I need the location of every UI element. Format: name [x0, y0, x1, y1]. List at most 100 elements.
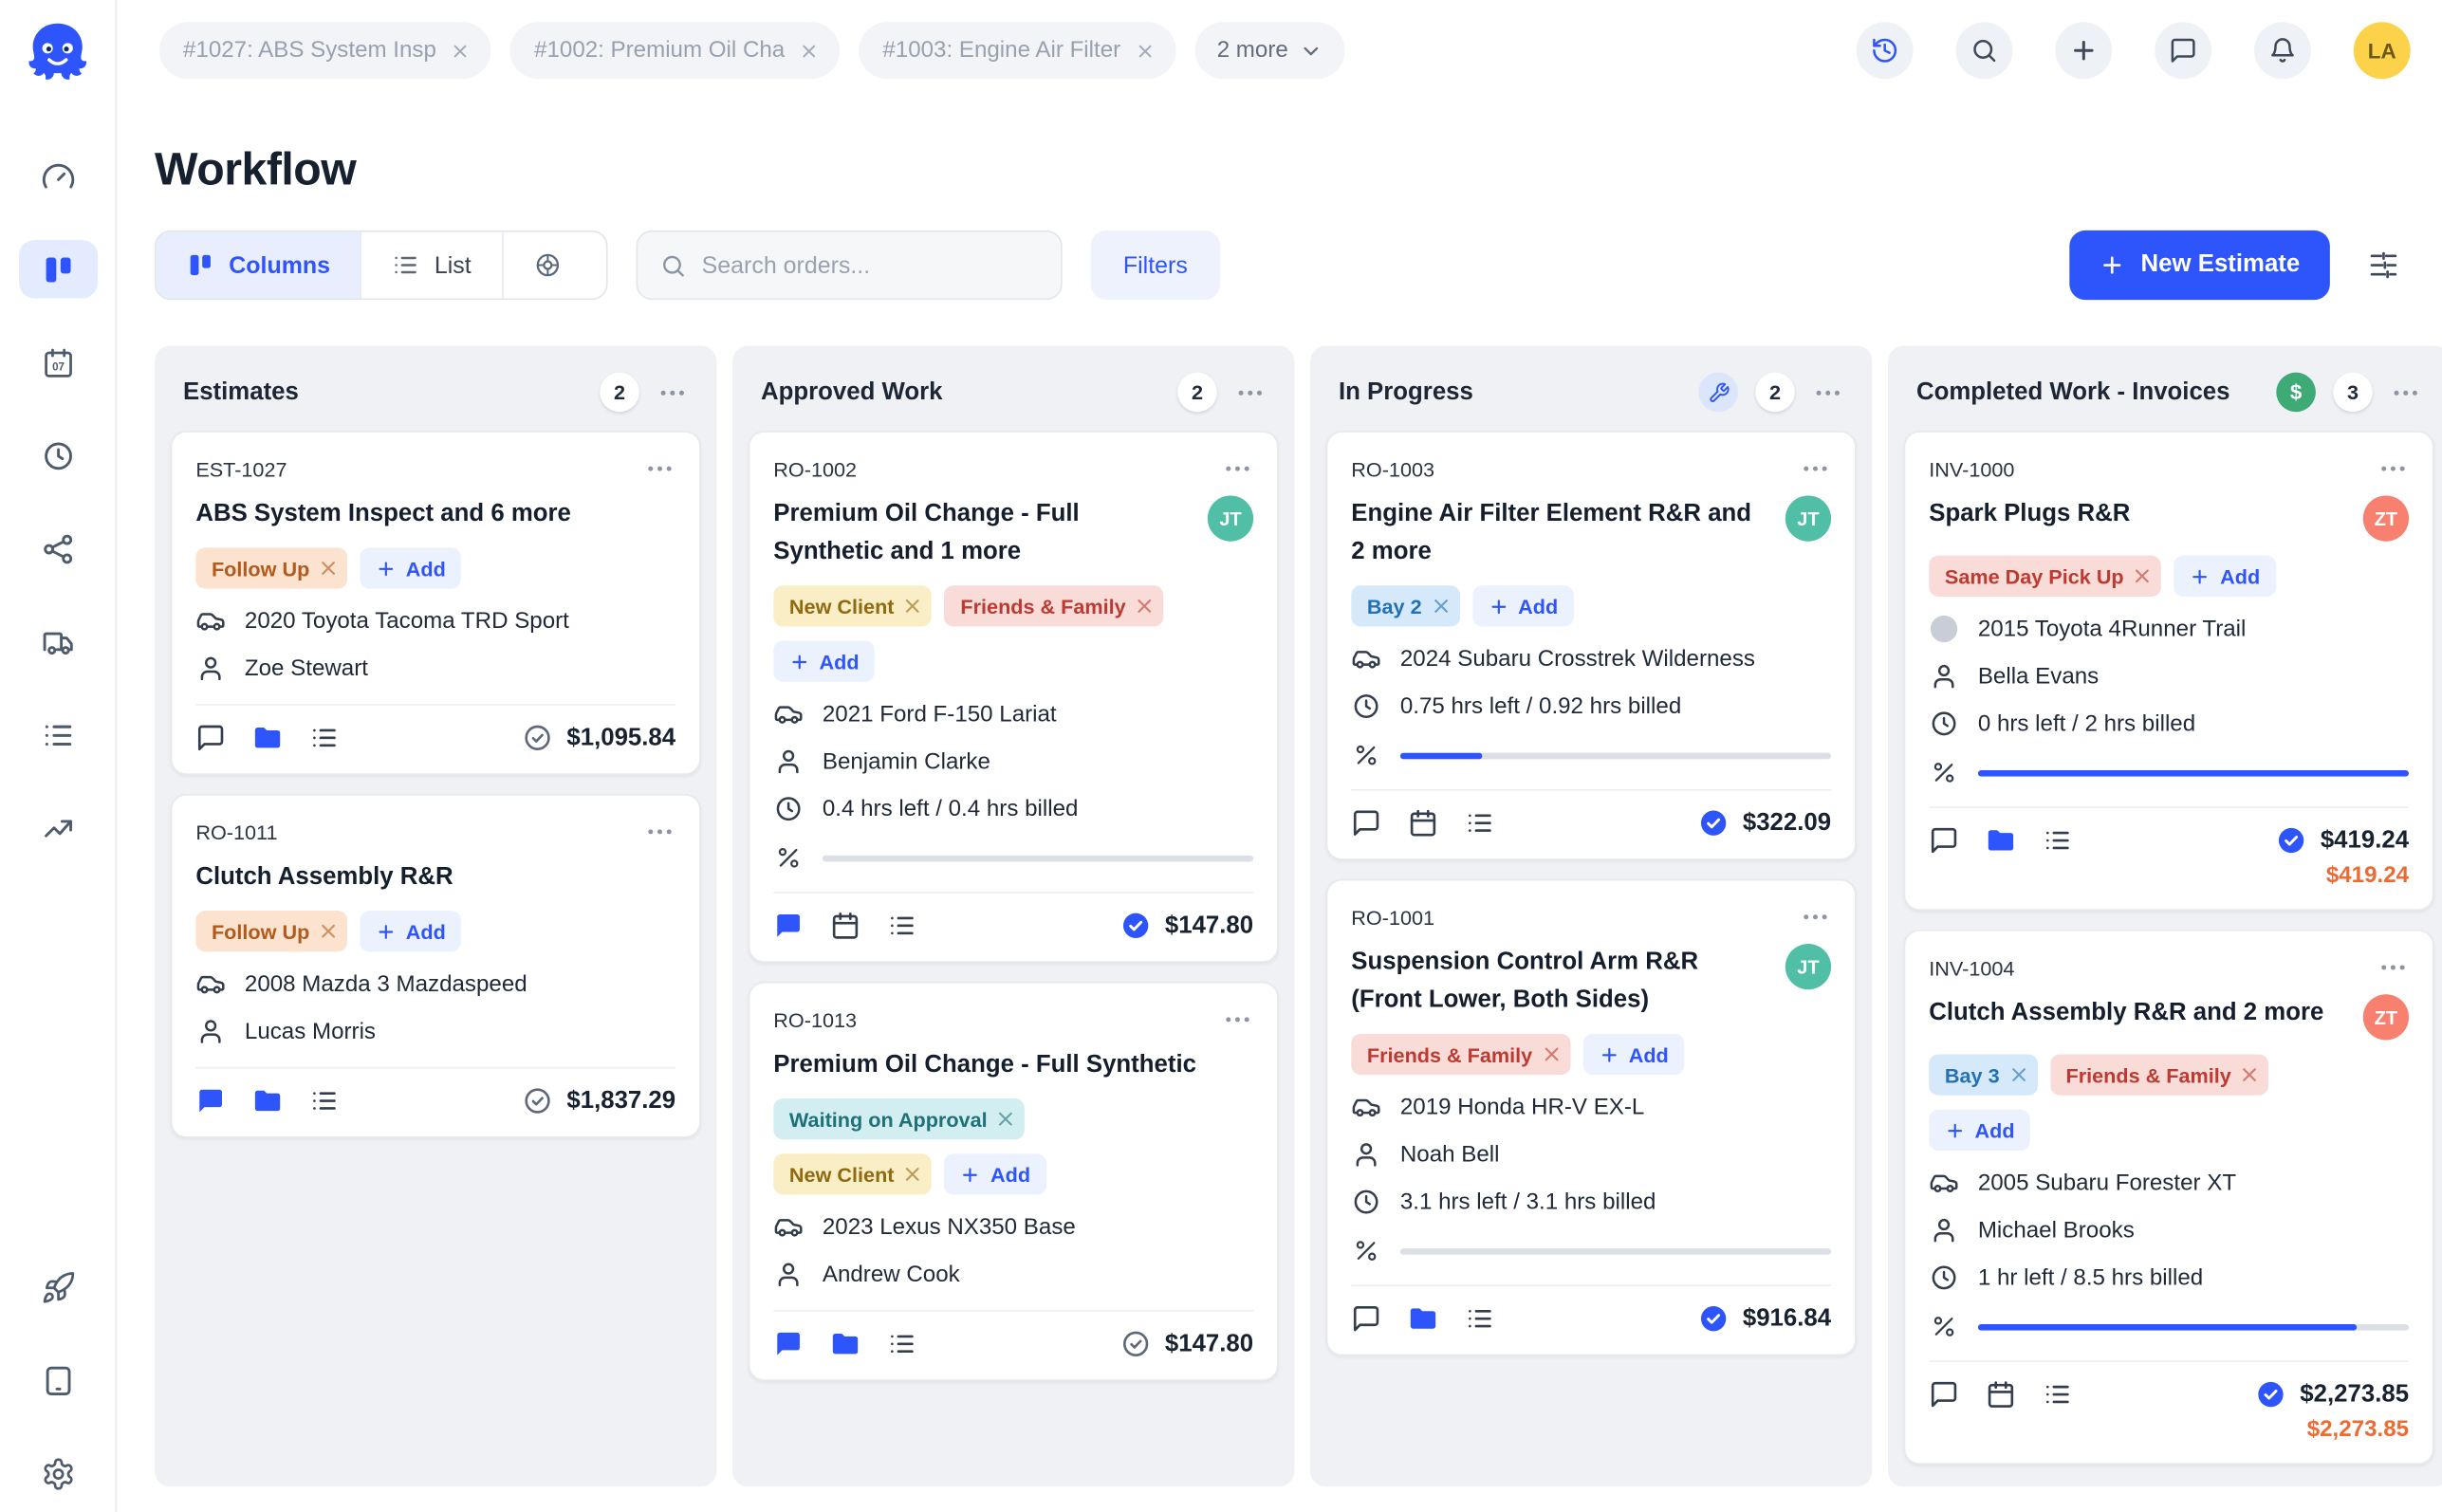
close-icon[interactable]: [799, 40, 820, 61]
tag-follow-up[interactable]: Follow Up: [195, 911, 348, 952]
assignee-avatar[interactable]: ZT: [2362, 495, 2410, 542]
tag-friends-family[interactable]: Friends & Family: [944, 585, 1164, 627]
add-tag-button[interactable]: Add: [773, 640, 876, 682]
sidebar-item-connections[interactable]: [18, 519, 97, 578]
folder-icon[interactable]: [1408, 1303, 1438, 1334]
checklist-icon[interactable]: [1465, 808, 1495, 839]
message-icon[interactable]: [1351, 1303, 1381, 1334]
tag-bay-3[interactable]: Bay 3: [1929, 1054, 2038, 1096]
close-icon[interactable]: [2132, 565, 2154, 587]
add-tag-button[interactable]: Add: [1471, 585, 1574, 627]
message-icon[interactable]: [773, 1329, 804, 1359]
history-button[interactable]: [1856, 22, 1914, 80]
check-circle-icon[interactable]: [1120, 911, 1151, 941]
order-card[interactable]: RO-1001 Suspension Control Arm R&R (Fron…: [1325, 878, 1857, 1356]
order-card[interactable]: INV-1000 Spark Plugs R&R ZT Same Day Pic…: [1903, 431, 2434, 912]
sidebar-item-calendar[interactable]: 07: [18, 333, 97, 392]
checklist-icon[interactable]: [1465, 1303, 1495, 1334]
message-icon[interactable]: [1929, 825, 1959, 856]
global-search-button[interactable]: [1955, 22, 2013, 80]
assignee-avatar[interactable]: JT: [1207, 495, 1254, 542]
check-circle-icon[interactable]: [2256, 1379, 2286, 1410]
card-menu-button[interactable]: [1222, 453, 1253, 485]
notifications-button[interactable]: [2254, 22, 2311, 80]
tag-friends-family[interactable]: Friends & Family: [1351, 1033, 1571, 1076]
close-icon[interactable]: [902, 1163, 924, 1185]
check-circle-icon[interactable]: [1120, 1329, 1151, 1359]
new-estimate-button[interactable]: New Estimate: [2069, 230, 2330, 301]
close-icon[interactable]: [1135, 40, 1156, 61]
column-menu-button[interactable]: [657, 377, 688, 408]
checklist-icon[interactable]: [2043, 1379, 2073, 1410]
messages-button[interactable]: [2155, 22, 2212, 80]
close-icon[interactable]: [2007, 1063, 2029, 1085]
message-icon[interactable]: [195, 723, 226, 753]
card-menu-button[interactable]: [2377, 951, 2409, 983]
checklist-icon[interactable]: [309, 723, 340, 753]
folder-icon[interactable]: [1986, 825, 2016, 856]
filter-chip-1003[interactable]: #1003: Engine Air Filter: [859, 22, 1176, 80]
add-tag-button[interactable]: Add: [2174, 555, 2276, 597]
folder-icon[interactable]: [252, 1086, 283, 1116]
checklist-icon[interactable]: [887, 911, 917, 941]
filters-button[interactable]: Filters: [1089, 230, 1221, 301]
message-icon[interactable]: [195, 1086, 226, 1116]
column-menu-button[interactable]: [1812, 377, 1843, 408]
sidebar-item-lists[interactable]: [18, 706, 97, 765]
assignee-avatar[interactable]: JT: [1785, 495, 1832, 542]
sidebar-item-device[interactable]: [18, 1351, 97, 1410]
column-menu-button[interactable]: [1234, 377, 1266, 408]
orders-search[interactable]: [635, 230, 1062, 301]
add-tag-button[interactable]: Add: [1929, 1109, 2031, 1151]
sidebar-item-vehicles[interactable]: [18, 613, 97, 672]
folder-icon[interactable]: [252, 723, 283, 753]
tag-bay-2[interactable]: Bay 2: [1351, 585, 1460, 627]
tab-parts-tires-view[interactable]: [503, 232, 605, 299]
close-icon[interactable]: [318, 920, 340, 942]
filter-chip-1027[interactable]: #1027: ABS System Insp: [159, 22, 492, 80]
sidebar-item-dashboard[interactable]: [18, 147, 97, 206]
orders-search-input[interactable]: [701, 251, 1039, 279]
message-icon[interactable]: [773, 911, 804, 941]
tag-new-client[interactable]: New Client: [773, 585, 933, 627]
add-tag-button[interactable]: Add: [360, 547, 462, 589]
sidebar-item-settings[interactable]: [18, 1444, 97, 1503]
checklist-icon[interactable]: [2043, 825, 2073, 856]
folder-icon[interactable]: [830, 1329, 860, 1359]
order-card[interactable]: RO-1013 Premium Oil Change - Full Synthe…: [748, 981, 1279, 1381]
sidebar-item-launch[interactable]: [18, 1258, 97, 1317]
card-menu-button[interactable]: [1800, 453, 1831, 485]
card-menu-button[interactable]: [2377, 453, 2409, 485]
sidebar-item-reports[interactable]: [18, 799, 97, 857]
close-icon[interactable]: [902, 595, 924, 617]
calendar-icon[interactable]: [1408, 808, 1438, 839]
tag-follow-up[interactable]: Follow Up: [195, 547, 348, 589]
add-tag-button[interactable]: Add: [944, 1153, 1046, 1195]
order-card[interactable]: RO-1002 Premium Oil Change - Full Synthe…: [748, 431, 1279, 964]
sidebar-item-workflow[interactable]: [18, 239, 98, 299]
card-menu-button[interactable]: [1222, 1004, 1253, 1035]
close-icon[interactable]: [2239, 1063, 2261, 1085]
tag-waiting-on-approval[interactable]: Waiting on Approval: [773, 1098, 1026, 1140]
check-circle-icon[interactable]: [523, 1086, 553, 1116]
check-circle-icon[interactable]: [1698, 808, 1729, 839]
add-tag-button[interactable]: Add: [360, 911, 462, 952]
tag-friends-family[interactable]: Friends & Family: [2049, 1054, 2269, 1096]
message-icon[interactable]: [1351, 808, 1381, 839]
order-card[interactable]: RO-1003 Engine Air Filter Element R&R an…: [1325, 431, 1857, 860]
check-circle-icon[interactable]: [2276, 825, 2306, 856]
calendar-icon[interactable]: [1986, 1379, 2016, 1410]
close-icon[interactable]: [1430, 595, 1452, 617]
card-menu-button[interactable]: [1800, 901, 1831, 932]
tab-columns-view[interactable]: Columns: [156, 231, 362, 299]
order-card[interactable]: INV-1004 Clutch Assembly R&R and 2 more …: [1903, 930, 2434, 1466]
sidebar-item-time-clock[interactable]: [18, 426, 97, 485]
tab-list-view[interactable]: List: [361, 231, 503, 299]
column-menu-button[interactable]: [2390, 377, 2421, 408]
close-icon[interactable]: [995, 1108, 1017, 1130]
assignee-avatar[interactable]: JT: [1785, 944, 1832, 990]
close-icon[interactable]: [1541, 1043, 1563, 1065]
filter-chip-1002[interactable]: #1002: Premium Oil Cha: [510, 22, 841, 80]
card-menu-button[interactable]: [644, 453, 675, 485]
app-logo-octopus[interactable]: [21, 16, 95, 90]
